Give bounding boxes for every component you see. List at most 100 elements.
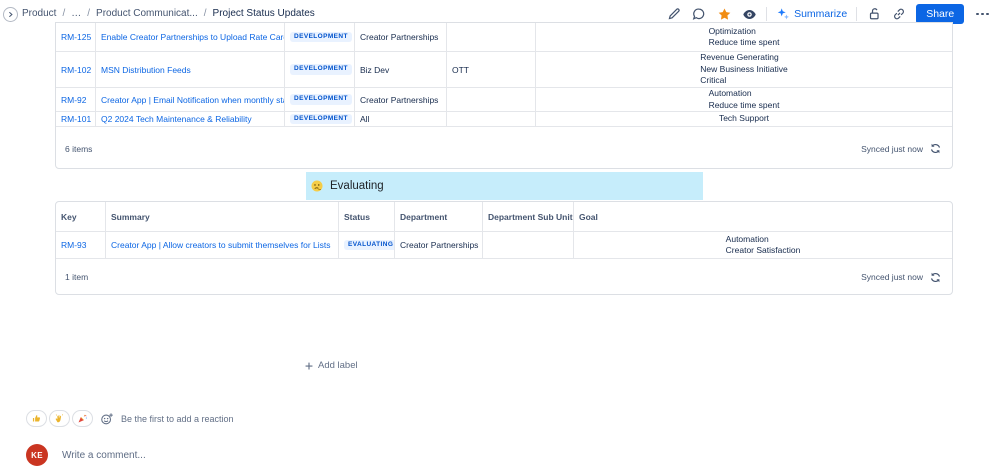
status-badge: EVALUATING [344,239,394,251]
divider [766,7,768,21]
user-avatar: KE [26,444,48,466]
issue-key-link[interactable]: RM-93 [61,240,87,250]
section-title: Evaluating [330,180,384,192]
breadcrumb-ellipsis[interactable]: … [71,8,82,19]
department-cell: Creator Partnerships [354,88,446,111]
issue-summary-link[interactable]: Creator App | Allow creators to submit t… [111,240,331,250]
restrictions-button[interactable] [866,6,882,22]
ai-sparkle-icon [777,8,790,20]
column-header-goal: Goal [573,202,952,231]
table-row: RM-101 Q2 2024 Tech Maintenance & Reliab… [56,112,952,127]
pencil-icon [668,8,680,20]
favorite-button[interactable] [716,6,732,22]
column-header-summary: Summary [105,202,338,231]
breadcrumb-separator: / [87,8,91,19]
table-row: RM-92 Creator App | Email Notification w… [56,88,952,112]
page-actions: Summarize Share [666,4,992,24]
plus-icon [305,362,313,369]
breadcrumb-item[interactable]: Product Communicat... [96,8,198,19]
copy-link-button[interactable] [891,6,907,22]
department-sub-unit-cell [446,112,535,126]
table-row: RM-93 Creator App | Allow creators to su… [56,232,952,259]
add-label-button[interactable]: Add label [304,360,358,371]
more-actions-button[interactable] [973,12,992,16]
comment-bubble-icon [692,8,705,20]
watch-button[interactable] [741,6,757,22]
party-popper-icon [78,414,87,423]
issue-summary-link[interactable]: Q2 2024 Tech Maintenance & Reliability [101,114,252,124]
table-footer: 1 item Synced just now [56,259,952,295]
goal-cell: Automation Creator Satisfaction [573,232,952,258]
refresh-button[interactable] [929,142,942,155]
summarize-label: Summarize [794,8,848,20]
add-label-text: Add label [318,360,358,371]
reaction-party-popper-button[interactable] [72,410,93,427]
reaction-prompt: Be the first to add a reaction [121,413,234,424]
issue-key-link[interactable]: RM-92 [61,94,87,105]
goal-cell: Tech Support [535,112,952,126]
department-cell: All [354,112,446,126]
breadcrumb-separator: / [62,8,66,19]
issue-summary-link[interactable]: Creator App | Email Notification when mo… [101,94,284,105]
breadcrumb-separator: / [203,8,207,19]
issue-summary-link[interactable]: MSN Distribution Feeds [101,64,191,75]
table-footer: 6 items Synced just now [56,127,952,170]
breadcrumb: Product / … / Product Communicat... / Pr… [22,8,315,19]
clap-icon [55,414,64,423]
department-cell: Creator Partnerships [394,232,482,258]
sync-status: Synced just now [861,143,923,154]
goal-cell: Revenue Generating New Business Initiativ… [535,52,952,87]
refresh-icon [930,143,941,154]
expand-sidebar-button[interactable] [3,7,18,22]
sync-status: Synced just now [861,272,923,282]
star-icon [718,8,730,20]
refresh-icon [930,272,941,282]
breadcrumb-item[interactable]: Product [22,8,57,19]
comment-button[interactable] [691,6,707,22]
department-cell: Biz Dev [354,52,446,87]
link-icon [894,8,905,20]
chevron-right-icon [9,11,13,18]
issue-summary-link[interactable]: Enable Creator Partnerships to Upload Ra… [101,32,284,42]
breadcrumb-current-page[interactable]: Project Status Updates [212,8,315,19]
column-header-key: Key [61,211,77,222]
page-header-bar: Product / … / Product Communicat... / Pr… [0,0,999,26]
goal-cell: Optimization Reduce time spent [535,23,952,51]
issue-key-link[interactable]: RM-101 [61,114,92,124]
share-button[interactable]: Share [916,4,965,24]
divider [856,7,858,21]
evaluating-section-heading: Evaluating [306,172,703,200]
department-sub-unit-cell [482,232,573,258]
status-badge: DEVELOPMENT [290,31,352,43]
jira-issues-table-development: RM-125 Enable Creator Partnerships to Up… [55,22,953,169]
table-row: RM-102 MSN Distribution Feeds DEVELOPMEN… [56,52,952,88]
reaction-clap-button[interactable] [49,410,70,427]
thinking-face-icon [311,180,323,192]
add-reaction-button[interactable] [100,412,114,426]
column-header-sub-unit: Department Sub Unit [482,202,573,231]
edit-button[interactable] [666,6,682,22]
issue-key-link[interactable]: RM-125 [61,32,92,42]
jira-issues-table-evaluating: Key Summary Status Department Department… [55,201,953,295]
issue-key-link[interactable]: RM-102 [61,64,92,75]
table-header-row: Key Summary Status Department Department… [56,202,952,232]
item-count: 6 items [65,143,93,154]
status-badge: DEVELOPMENT [290,64,352,75]
reactions-bar: Be the first to add a reaction [26,410,234,427]
reaction-thumbs-up-button[interactable] [26,410,47,427]
department-sub-unit-cell [446,23,535,51]
thumbs-up-icon [32,415,41,422]
status-badge: DEVELOPMENT [290,113,352,125]
add-reaction-icon [101,412,113,424]
eye-icon [742,9,756,19]
status-badge: DEVELOPMENT [290,94,352,105]
comment-input[interactable]: Write a comment... [62,449,146,461]
table-row: RM-125 Enable Creator Partnerships to Up… [56,23,952,52]
refresh-button[interactable] [929,271,942,284]
summarize-button[interactable]: Summarize [776,7,847,21]
goal-cell: Automation Reduce time spent [535,88,952,111]
department-cell: Creator Partnerships [354,23,446,51]
item-count: 1 item [65,272,89,282]
unlock-icon [870,8,879,20]
